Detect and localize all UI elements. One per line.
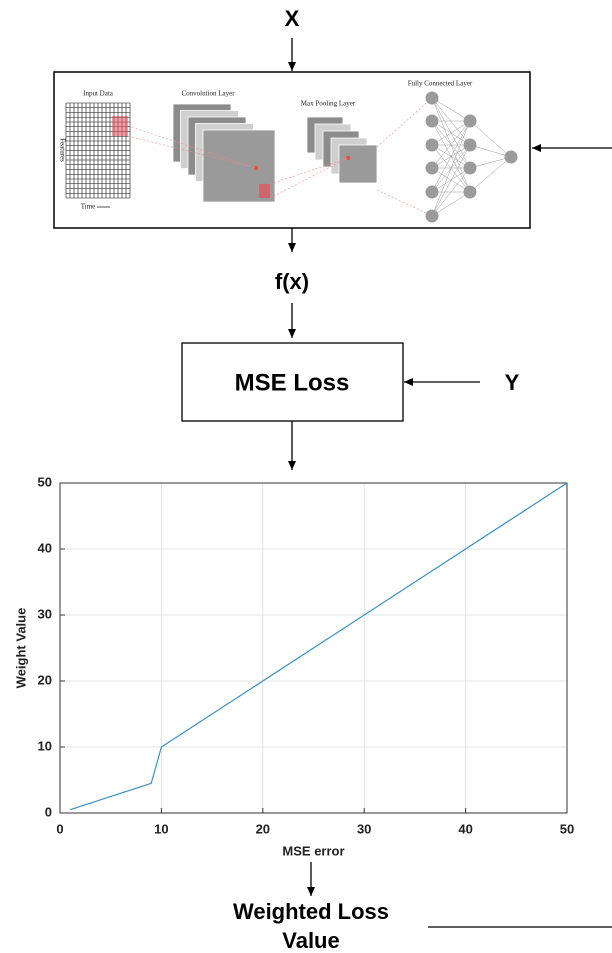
neuron — [463, 114, 477, 128]
features-label: Features — [58, 138, 66, 162]
connection — [431, 167, 471, 217]
x-tick-label: 50 — [560, 821, 574, 836]
y-tick-label: 0 — [45, 804, 52, 819]
cnn-output-label: f(x) — [275, 269, 309, 294]
neuron — [425, 114, 439, 128]
connection — [431, 120, 471, 217]
x-tick-label: 40 — [458, 821, 472, 836]
x-tick-label: 30 — [357, 821, 371, 836]
cnn-figure: Input Data Features Time Convolution Lay… — [53, 71, 531, 229]
x-tick-label: 0 — [56, 821, 63, 836]
connection — [431, 191, 471, 217]
neuron — [504, 150, 518, 164]
pooling-label: Max Pooling Layer — [301, 100, 356, 108]
connection — [431, 97, 471, 122]
point — [346, 156, 350, 160]
neuron — [425, 161, 439, 175]
projection — [376, 97, 433, 148]
receptive-field — [112, 116, 128, 136]
y-tick-label: 10 — [38, 738, 52, 753]
x-tick-label: 20 — [256, 821, 270, 836]
input-label: X — [285, 6, 300, 31]
conv-field — [259, 184, 270, 198]
y-tick-label: 20 — [38, 672, 52, 687]
connection — [469, 144, 512, 158]
y-tick-label: 30 — [38, 606, 52, 621]
target-label: Y — [505, 370, 520, 395]
connection — [469, 120, 512, 158]
neuron — [425, 209, 439, 223]
time-label: Time — [81, 203, 96, 211]
point — [254, 166, 258, 170]
projection — [127, 135, 257, 169]
neuron — [463, 185, 477, 199]
neuron — [425, 185, 439, 199]
connection — [469, 156, 512, 169]
loss-box-label: MSE Loss — [235, 369, 350, 396]
axes-box — [59, 482, 568, 814]
y-axis-label: Weight Value — [13, 608, 28, 689]
data-line — [69, 482, 568, 811]
fully-connected-label: Fully Connected Layer — [408, 80, 473, 88]
projection — [127, 125, 257, 169]
x-tick-label: 10 — [154, 821, 168, 836]
neuron — [463, 161, 477, 175]
loss-box — [181, 342, 404, 422]
neuron — [425, 91, 439, 105]
pool-map — [338, 144, 378, 184]
connection — [469, 156, 512, 193]
convolution-label: Convolution Layer — [181, 90, 235, 98]
connection — [431, 120, 471, 146]
output-label: Weighted Loss — [233, 899, 389, 924]
connection — [431, 120, 471, 193]
y-tick-label: 40 — [38, 540, 52, 555]
output-label: Value — [282, 928, 339, 953]
projection — [269, 157, 349, 185]
connection — [431, 144, 471, 217]
input-data-label: Input Data — [83, 90, 114, 98]
chart: 0 10 20 30 40 50 0 10 20 30 40 50 MSE error Weight Va… — [13, 474, 574, 858]
x-axis-label: MSE error — [282, 843, 344, 858]
connection — [431, 120, 471, 169]
y-tick-label: 50 — [38, 474, 52, 489]
projection — [269, 157, 349, 199]
neuron — [425, 138, 439, 152]
neuron — [463, 138, 477, 152]
